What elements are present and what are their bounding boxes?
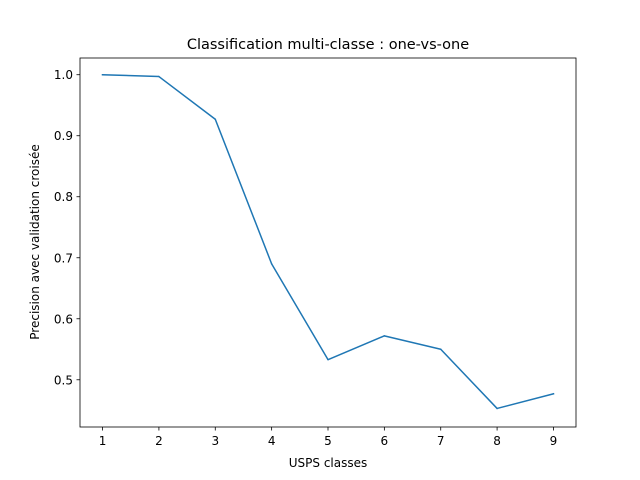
x-tick-label: 8 [493, 434, 501, 448]
x-tick-label: 6 [381, 434, 389, 448]
axes-frame [79, 57, 577, 428]
x-tick-label: 4 [268, 434, 276, 448]
data-point-0-7 [496, 407, 498, 410]
y-tick-label: 0.7 [54, 251, 73, 265]
y-axis-label: Precision avec validation croisée [28, 144, 42, 339]
data-point-0-6 [439, 348, 442, 351]
data-point-0-5 [383, 335, 386, 337]
x-tick-label: 9 [550, 434, 558, 448]
x-axis-label: USPS classes [289, 456, 368, 470]
data-point-0-3 [270, 263, 273, 265]
x-tick-label: 1 [99, 434, 107, 448]
x-tick-label: 7 [437, 434, 445, 448]
x-tick-label: 3 [211, 434, 219, 448]
data-point-0-4 [327, 358, 329, 361]
data-point-0-8 [552, 393, 555, 395]
y-tick-label: 0.5 [54, 373, 73, 387]
x-tick-label: 2 [155, 434, 163, 448]
y-tick-label: 0.6 [54, 312, 73, 326]
y-tick-label: 1.0 [54, 68, 73, 82]
x-tick-label: 5 [324, 434, 332, 448]
y-tick-label: 0.8 [54, 190, 73, 204]
y-tick-label: 0.9 [54, 129, 73, 143]
chart-title: Classification multi-classe : one-vs-one [187, 37, 469, 53]
data-point-0-0 [101, 73, 104, 76]
data-point-0-1 [158, 75, 160, 78]
data-point-0-2 [214, 118, 217, 121]
plot-area: 1 2 3 4 5 6 7 8 9 0.5 0.6 0.7 0.8 0.9 1.0 [54, 57, 577, 448]
